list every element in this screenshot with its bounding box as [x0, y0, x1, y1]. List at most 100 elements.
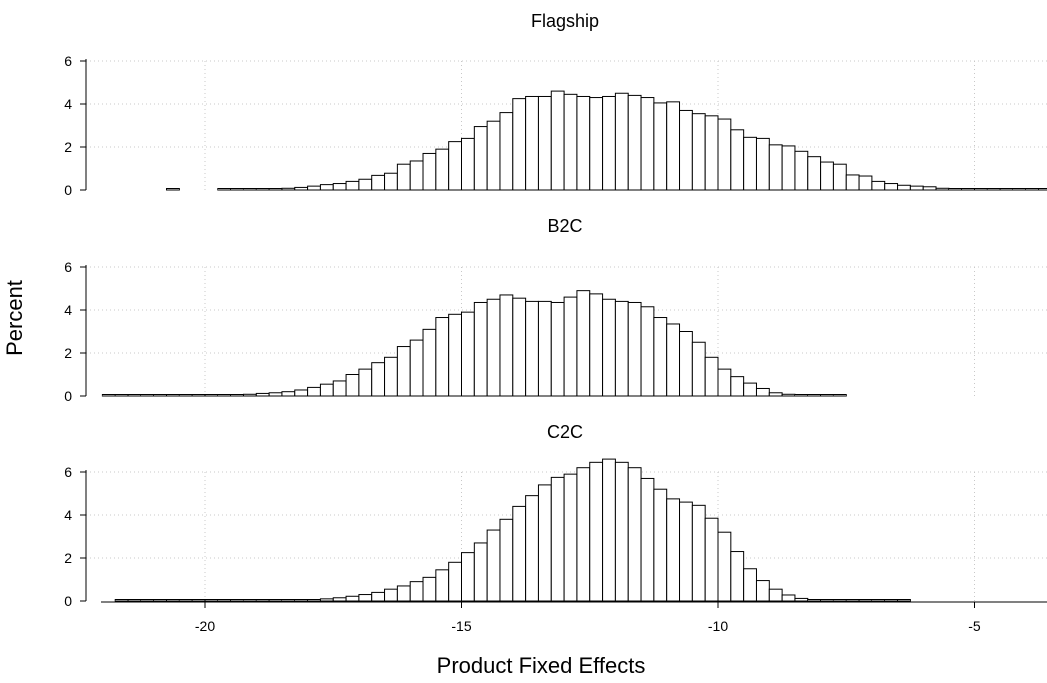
y-tick-label: 6	[64, 464, 72, 480]
histogram-bar	[230, 188, 244, 191]
histogram-bar	[858, 599, 873, 602]
histogram-bar	[525, 95, 539, 191]
histogram-bar	[576, 95, 591, 191]
histogram-bar	[730, 376, 745, 397]
histogram-bar	[268, 188, 283, 191]
histogram-bar	[345, 180, 360, 191]
histogram-bar	[486, 298, 501, 397]
histogram-bar	[653, 317, 668, 397]
y-tick-label: 0	[64, 182, 72, 198]
histogram-bar	[396, 163, 411, 191]
histogram-bar	[486, 529, 501, 602]
histogram-bar	[1038, 188, 1047, 191]
histogram-bar	[409, 581, 424, 602]
histogram-bar	[653, 488, 668, 602]
histogram-bar	[717, 531, 732, 602]
histogram-bar	[345, 374, 360, 397]
histogram-bar	[153, 394, 168, 397]
histogram-bar	[461, 311, 475, 397]
histogram-bar	[794, 394, 809, 397]
histogram-bar	[537, 484, 552, 602]
histogram-bar	[897, 599, 911, 602]
histogram-bar	[396, 585, 411, 602]
histogram-bar	[473, 126, 488, 191]
histogram-bar	[807, 599, 822, 602]
histogram-bar	[307, 185, 321, 191]
y-tick-label: 6	[64, 259, 72, 275]
histogram-bar	[166, 599, 180, 602]
x-axis-label: Product Fixed Effects	[437, 653, 646, 678]
histogram-bar	[743, 382, 757, 397]
x-tick-label: -10	[708, 618, 728, 634]
histogram-bar	[768, 588, 783, 602]
histogram-bar	[461, 137, 475, 191]
histogram-bar	[319, 184, 334, 191]
histogram-bar	[384, 588, 398, 602]
histogram-bar	[640, 97, 655, 191]
x-tick-label: -5	[968, 618, 981, 634]
y-tick-label: 0	[64, 593, 72, 609]
histogram-bar	[743, 568, 757, 602]
histogram-bar	[704, 115, 719, 191]
histogram-bar	[307, 599, 321, 602]
histogram-bar	[255, 599, 270, 602]
panel-flagship: Flagship 0 2 4 6	[64, 11, 1047, 198]
histogram-bar	[986, 188, 1001, 191]
histogram-bar	[627, 301, 642, 397]
histogram-bar	[563, 473, 578, 602]
histogram-bar	[755, 387, 770, 397]
histogram-bar	[704, 517, 719, 602]
histogram-bar	[820, 599, 834, 602]
histogram-bar	[576, 290, 591, 397]
histogram-bar	[435, 148, 450, 191]
histogram-bar	[114, 394, 129, 397]
histogram-bar	[307, 386, 321, 397]
histogram-bar	[191, 394, 206, 397]
histogram-bar	[537, 300, 552, 397]
histogram-bar	[409, 160, 424, 191]
histogram-bar	[178, 599, 193, 602]
histogram-bar	[832, 163, 847, 191]
histogram-bar	[281, 187, 296, 191]
y-tick-label: 2	[64, 550, 72, 566]
histogram-bar	[602, 458, 616, 602]
histogram-bar	[602, 95, 616, 191]
histogram-bar	[1012, 188, 1027, 191]
histogram-bar	[153, 599, 168, 602]
histogram-bar	[525, 300, 539, 397]
histogram-bar	[230, 599, 244, 602]
histogram-bar	[807, 394, 822, 397]
histogram-bar	[614, 300, 629, 397]
histogram-bar	[242, 188, 257, 191]
histogram-bar	[935, 187, 950, 191]
histogram-bar	[242, 393, 257, 397]
histogram-bar	[961, 188, 975, 191]
histogram-bar	[589, 293, 604, 397]
histogram-bar	[332, 183, 347, 191]
histogram-bar	[294, 389, 309, 397]
histogram-bar	[358, 368, 373, 397]
histogram-bar	[974, 188, 988, 191]
histogram-bar	[384, 356, 398, 397]
histogram-bar	[435, 569, 450, 602]
histogram-bar	[319, 598, 334, 602]
panel-title: Flagship	[531, 11, 599, 31]
histogram-bar	[281, 391, 296, 397]
histogram-bar	[294, 599, 309, 602]
histogram-bar	[448, 313, 462, 397]
histogram-bar	[345, 595, 360, 602]
histogram-bar	[640, 306, 655, 397]
histogram-bar	[653, 102, 668, 191]
histogram-bar	[909, 185, 924, 191]
histogram-bar	[781, 145, 796, 191]
histogram-bar	[512, 505, 527, 602]
x-tick-label: -20	[195, 618, 215, 634]
histogram-bar	[614, 461, 629, 602]
histogram-bar	[858, 175, 873, 191]
histogram-bar	[268, 392, 283, 397]
histogram-bar	[127, 394, 142, 397]
histogram-bar	[499, 518, 514, 602]
y-tick-label: 4	[64, 96, 72, 112]
histogram-bar	[755, 580, 770, 602]
